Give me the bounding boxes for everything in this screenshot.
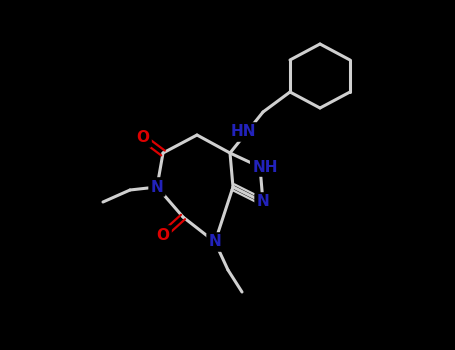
- Text: N: N: [257, 195, 269, 210]
- Text: O: O: [136, 131, 150, 146]
- Text: N: N: [151, 180, 163, 195]
- Text: HN: HN: [230, 125, 256, 140]
- Text: NH: NH: [252, 160, 278, 175]
- Text: N: N: [209, 234, 222, 250]
- Text: O: O: [157, 228, 170, 243]
